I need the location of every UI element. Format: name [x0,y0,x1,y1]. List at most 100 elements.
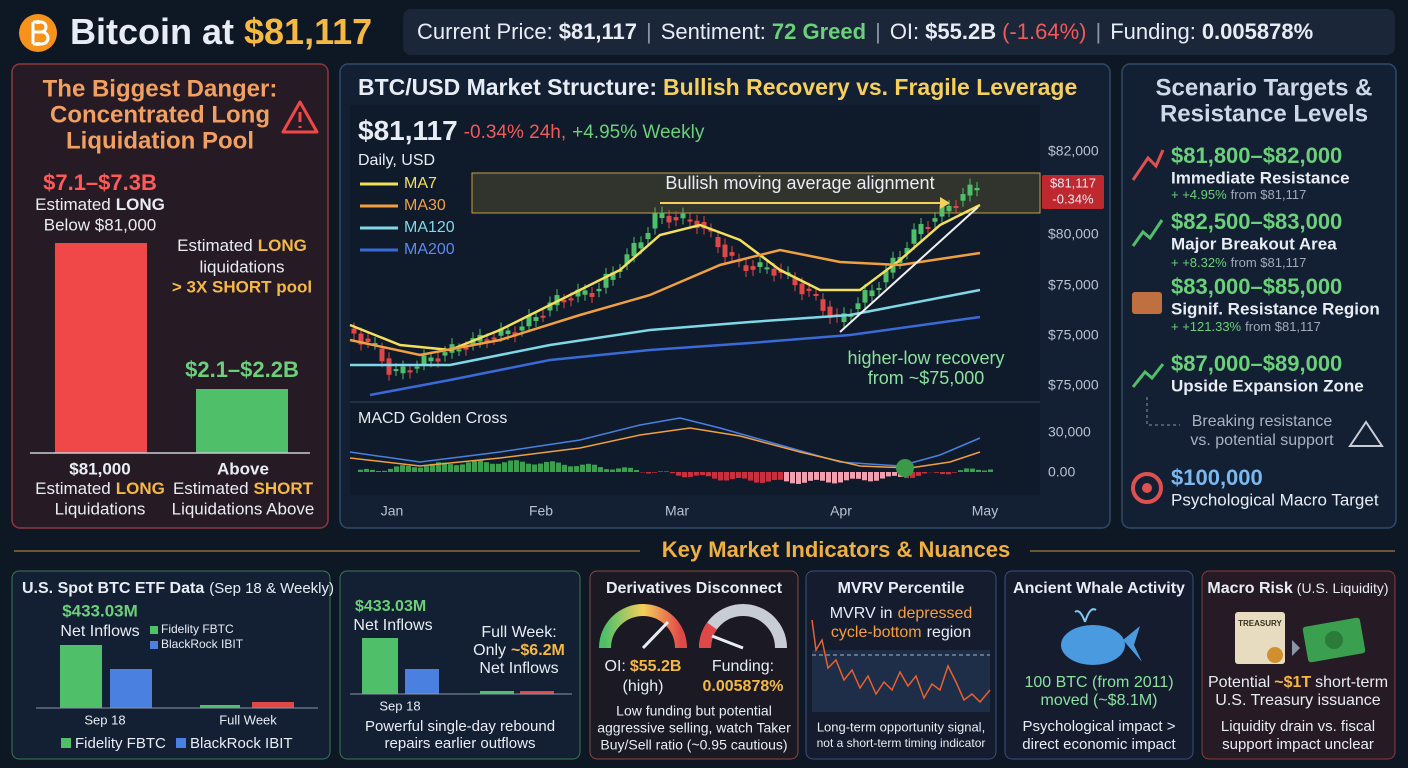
candle-body [365,338,371,343]
mini-chart [812,650,990,712]
text: SHORT [254,479,314,498]
amount: $433.03M [355,598,426,615]
candle-body [575,289,581,297]
macd-bar [448,464,453,472]
macd-bar [496,463,501,472]
label: OI: $55.2B [605,658,682,675]
candle-body [372,343,378,346]
panel-title: The Biggest Danger: [43,75,278,102]
candle-body [659,212,665,218]
bar [480,691,514,694]
amount: $433.03M [62,601,138,620]
macd-bar [472,460,477,472]
candle-body [750,266,756,270]
y-tick-label: 30,000 [1048,424,1091,440]
macd-bar [670,472,675,474]
text: Estimated [35,479,111,498]
macd-bar [490,463,495,472]
candle-body [715,237,721,248]
candle-body [498,328,504,336]
text: (Sep 18 & Weekly) [209,580,334,597]
macd-bar [634,470,639,472]
macd-title: MACD Golden Cross [358,410,507,427]
text: from $81,117 [1231,255,1307,270]
panel-title: Scenario Targets & [1156,74,1373,101]
price: $81,117 -0.34% 24h, +4.95% Weekly [358,115,705,146]
macd-bar [400,465,405,472]
candle-body [652,213,658,229]
range: $100,000 [1171,465,1263,490]
candle-body [610,272,616,280]
stat-text: | [875,19,881,44]
resistance-band [471,172,1041,214]
candle-body [596,288,602,292]
text: $81,117 [358,115,458,146]
macd-bar [814,472,819,480]
bar-label: Above [217,459,269,478]
range: $81,800–$82,000 [1171,143,1342,168]
note: Psychological impact > [1023,718,1176,735]
title-price: $81,117 [244,11,372,52]
macd-bar [436,462,441,472]
macd [358,460,993,484]
macd-bar [940,472,945,475]
mvrv-line [811,619,991,704]
text: Only [473,642,506,659]
macd-bar [460,464,465,472]
macd-bar [538,463,543,472]
text: region [927,624,971,641]
gauge-needle [641,620,670,650]
macd-bar [784,472,789,482]
macd-bar [544,461,549,472]
text: from $81,117 [1245,319,1321,334]
legend-label: MA200 [404,241,455,258]
range: $82,500–$83,000 [1171,209,1342,234]
icon [1142,483,1152,493]
text: short-term [1315,674,1388,691]
macd-bar [970,468,975,472]
icon [1131,472,1163,504]
candle-body [400,366,406,374]
macd-bar [364,468,369,472]
label: Psychological Macro Target [1171,490,1379,509]
candle-body [582,290,588,295]
candle-body [946,205,952,212]
y-tick-label: $75,000 [1048,327,1099,343]
macd-bar [736,472,741,478]
macd-bar [610,469,615,472]
text: + +8.32% [1171,255,1227,270]
arrow [1292,640,1300,656]
candle-body [386,358,392,375]
x-tick-label: Apr [830,503,852,519]
macd-bar [874,472,879,481]
whale-icon [1061,625,1125,665]
gauge [698,622,718,649]
candle-body [547,302,553,311]
candle-body [792,278,798,286]
label: Potential ~$1T short-term [1208,674,1388,691]
candle-body [883,270,889,283]
macd-bar [442,462,447,472]
macd-bar [430,463,435,472]
note: Liquidity drain vs. fiscal [1221,718,1375,735]
price-tag-text: $81,117 [1050,175,1096,190]
macd-bar [886,472,891,477]
gauge [599,604,687,649]
label: (high) [623,678,664,695]
y-tick-label: $82,000 [1048,143,1099,159]
macd-bar [988,469,993,472]
stat-text: OI: [890,19,919,44]
macd-bar [550,461,555,472]
candle-body [813,294,819,296]
ma7-line [349,203,981,352]
macd-bar [826,472,831,483]
macd-bar [646,472,651,474]
stats: Current Price: $81,117 | Sentiment: 72 Greed… [417,19,1313,44]
candle-body [827,306,833,318]
note: Low funding but potential [616,703,772,719]
icon [1131,219,1164,247]
stat-text: Funding: [1110,19,1196,44]
candle-body [407,370,413,373]
macd-bar [724,472,729,481]
change: + +4.95% from $81,117 [1171,187,1306,202]
